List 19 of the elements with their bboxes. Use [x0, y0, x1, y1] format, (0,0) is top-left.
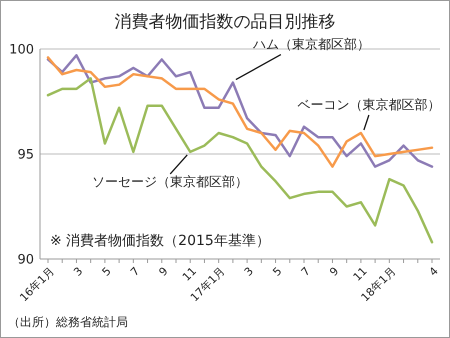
text: （出所）総務省統計局 — [8, 315, 128, 329]
x-tick-label: 11 — [180, 264, 200, 284]
series-label: ソーセージ（東京都区部） — [92, 174, 248, 190]
series-label: ベーコン（東京都区部） — [297, 98, 440, 113]
y-tick-label: 100 — [9, 42, 34, 58]
x-tick-label: 4 — [426, 264, 441, 279]
x-tick-label: 7 — [298, 264, 313, 279]
chart-title: 消費者物価指数の品目別推移 — [114, 12, 336, 32]
x-tick-label: 7 — [128, 264, 142, 279]
text: ハム（東京都区部） — [252, 38, 370, 53]
x-tick-label: 9 — [327, 264, 342, 279]
x-tick-label: 5 — [100, 264, 114, 279]
annotation: ※ 消費者物価指数（2015年基準） — [50, 233, 270, 249]
y-tick-label: 95 — [17, 148, 34, 163]
x-tick-label: 11 — [350, 264, 370, 284]
x-tick-label: 3 — [71, 264, 86, 279]
x-tick-label: 3 — [242, 264, 256, 279]
x-tick-label: 9 — [156, 264, 171, 279]
x-tick-label: 5 — [270, 264, 284, 279]
